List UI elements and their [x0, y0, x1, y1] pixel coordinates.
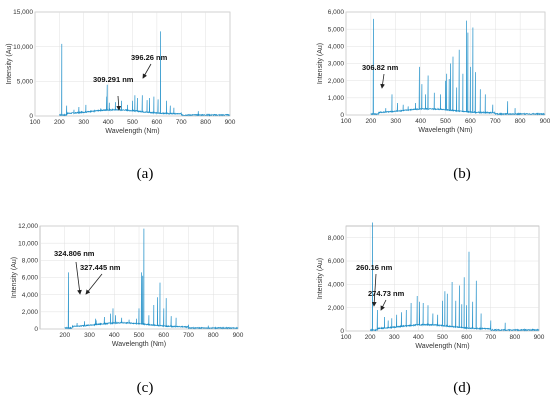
panel-caption: (a)	[137, 166, 154, 182]
x-axis-title: Wavelength (Nm)	[415, 343, 469, 350]
y-axis-title: Intensity (Au)	[6, 43, 13, 84]
x-tick-label: 100	[30, 119, 41, 126]
y-axis-title: Intensity (Au)	[317, 258, 324, 299]
spectrum-line	[370, 18, 546, 116]
y-tick-label: 5,000	[17, 79, 34, 86]
x-tick-label: 700	[490, 118, 501, 125]
panel-caption: (d)	[453, 380, 471, 396]
x-tick-label: 400	[415, 118, 426, 125]
spectrum-panel-3: 200 300 400 500 600 700 800 900 0 2,000 4,000 6,000…	[11, 223, 244, 348]
annotation-arrow	[380, 299, 387, 311]
x-tick-label: 400	[109, 332, 120, 339]
y-tick-label: 3,000	[328, 61, 345, 68]
annotation-arrow	[116, 95, 122, 111]
y-axis-title: Intensity (Au)	[317, 43, 324, 84]
y-tick-label: 4,000	[22, 292, 39, 299]
peak-annotation: 396.26 nm	[131, 53, 168, 62]
x-axis-title: Wavelength (Nm)	[112, 341, 166, 348]
x-tick-label: 900	[233, 332, 244, 339]
y-tick-label: 0	[340, 328, 344, 335]
spectrum-panel-2: 100 200 300 400 500 600 700 800 900 0 1,000 2,000 3,…	[317, 9, 550, 134]
x-tick-label: 600	[461, 334, 472, 341]
x-tick-label: 400	[103, 119, 114, 126]
x-tick-label: 800	[509, 334, 520, 341]
x-tick-label: 300	[389, 334, 400, 341]
x-tick-label: 800	[208, 332, 219, 339]
peak-annotation: 324.806 nm	[54, 249, 95, 258]
x-tick-label: 200	[365, 118, 376, 125]
y-tick-label: 12,000	[18, 223, 38, 230]
peak-annotation: 309.291 nm	[93, 75, 134, 84]
y-tick-label: 6,000	[22, 275, 39, 282]
x-tick-label: 700	[176, 119, 187, 126]
y-tick-label: 8,000	[22, 258, 39, 265]
y-tick-label: 0	[29, 113, 33, 120]
spectrum-panel-1: 100 200 300 400 500 600 700 800 900 0 5,000 10,000 1…	[6, 9, 236, 135]
x-tick-label: 200	[59, 332, 70, 339]
y-tick-label: 0	[340, 112, 344, 119]
panel-caption: (c)	[137, 380, 154, 396]
x-tick-label: 100	[341, 118, 352, 125]
annotation-arrow	[142, 63, 152, 79]
y-tick-label: 5,000	[328, 26, 345, 33]
y-tick-label: 10,000	[18, 240, 38, 247]
x-tick-label: 500	[437, 334, 448, 341]
annotation-arrow	[85, 273, 103, 295]
x-axis-title: Wavelength (Nm)	[105, 128, 159, 135]
spectrum-line	[370, 222, 540, 332]
x-tick-label: 200	[54, 119, 65, 126]
x-tick-label: 900	[225, 119, 236, 126]
x-tick-label: 800	[200, 119, 211, 126]
y-tick-label: 2,000	[328, 305, 345, 312]
y-tick-label: 2,000	[22, 309, 39, 316]
y-tick-label: 4,000	[328, 44, 345, 51]
x-tick-label: 700	[485, 334, 496, 341]
x-tick-label: 300	[78, 119, 89, 126]
x-tick-label: 500	[440, 118, 451, 125]
x-tick-label: 800	[515, 118, 526, 125]
x-tick-label: 400	[413, 334, 424, 341]
spectrum-line	[64, 228, 239, 330]
y-axis-title: Intensity (Au)	[11, 257, 18, 298]
annotation-arrow	[75, 261, 82, 295]
x-tick-label: 500	[127, 119, 138, 126]
peak-annotation: 327.445 nm	[80, 263, 121, 272]
x-tick-label: 300	[84, 332, 95, 339]
y-tick-label: 6,000	[328, 258, 345, 265]
y-tick-label: 0	[34, 326, 38, 333]
y-tick-label: 8,000	[328, 235, 345, 242]
y-tick-label: 15,000	[13, 9, 33, 16]
y-tick-label: 2,000	[328, 78, 345, 85]
x-tick-label: 200	[365, 334, 376, 341]
x-tick-label: 600	[465, 118, 476, 125]
y-tick-label: 4,000	[328, 282, 345, 289]
x-tick-label: 600	[158, 332, 169, 339]
x-tick-label: 600	[151, 119, 162, 126]
spectrum-line	[59, 31, 231, 117]
peak-annotation: 274.73 nm	[368, 289, 405, 298]
y-tick-label: 6,000	[328, 9, 345, 16]
x-tick-label: 300	[390, 118, 401, 125]
x-tick-label: 700	[183, 332, 194, 339]
x-tick-label: 500	[134, 332, 145, 339]
peak-annotation: 260.16 nm	[356, 263, 393, 272]
x-axis-title: Wavelength (Nm)	[418, 127, 472, 134]
spectrum-panel-4: 100 200 300 400 500 600 700 800 900 0 2,000 4,000 6,…	[317, 222, 545, 350]
x-tick-label: 100	[341, 334, 352, 341]
annotation-arrow	[380, 73, 385, 89]
peak-annotation: 306.82 nm	[362, 63, 399, 72]
y-tick-label: 10,000	[13, 44, 33, 51]
x-tick-label: 900	[534, 334, 545, 341]
annotation-arrow	[371, 273, 377, 307]
panel-caption: (b)	[453, 166, 471, 182]
y-tick-label: 1,000	[328, 95, 345, 102]
x-tick-label: 900	[540, 118, 550, 125]
